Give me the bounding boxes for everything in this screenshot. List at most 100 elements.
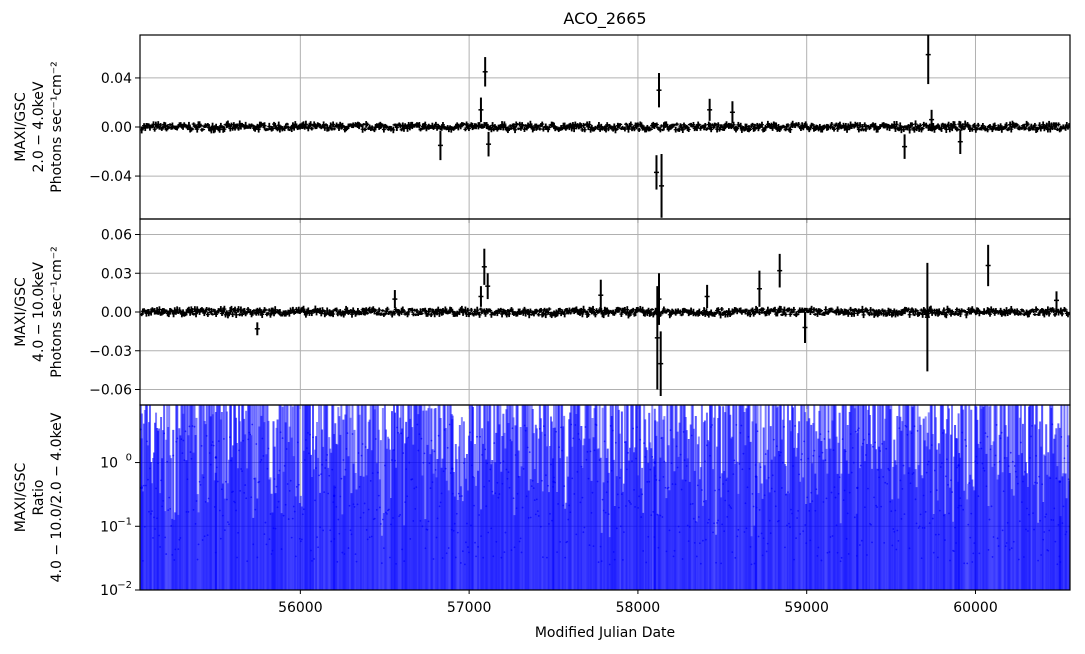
y-axis-label-line: Photons sec⁻¹cm⁻² [49, 246, 65, 378]
ratio-point [944, 539, 946, 541]
ratio-point [827, 430, 830, 433]
ratio-point [430, 439, 433, 442]
ratio-point [1008, 548, 1011, 551]
ratio-point [526, 446, 529, 449]
ratio-point [399, 513, 401, 516]
ratio-point [829, 536, 832, 538]
ratio-point [764, 453, 767, 455]
ratio-point [650, 514, 653, 517]
ratio-point [475, 555, 477, 558]
ratio-point [704, 460, 706, 463]
ratio-point [820, 559, 823, 562]
ratio-point [913, 425, 916, 428]
ratio-point [883, 541, 886, 544]
ratio-point [509, 439, 512, 442]
ratio-point [498, 493, 501, 495]
ratio-point [823, 438, 826, 440]
y-tick-label: 0.04 [101, 71, 132, 87]
ratio-point [142, 484, 145, 487]
y-tick-label: −0.06 [89, 383, 132, 399]
ratio-point [176, 437, 179, 440]
ratio-point [291, 517, 294, 520]
ratio-point [984, 432, 987, 435]
ratio-point [499, 462, 502, 464]
ratio-point [431, 481, 434, 484]
ratio-point [273, 478, 276, 480]
ratio-point [987, 548, 990, 551]
ratio-point [916, 429, 919, 432]
ratio-point [181, 452, 184, 455]
ratio-point [956, 466, 958, 469]
ratio-point [988, 518, 991, 521]
ratio-point [357, 452, 360, 454]
data-layer-bottom [140, 405, 1070, 590]
ratio-point [563, 485, 566, 488]
ratio-point [420, 437, 423, 440]
ratio-point [990, 505, 993, 508]
ratio-point [397, 431, 399, 434]
ratio-point [151, 510, 153, 513]
ratio-point [394, 459, 396, 462]
ratio-point [607, 513, 610, 516]
ratio-point [539, 525, 542, 528]
ratio-point [251, 423, 254, 426]
ratio-point [951, 491, 953, 493]
y-tick-label: 0.03 [101, 266, 132, 282]
ratio-point [326, 454, 329, 456]
ratio-point [617, 506, 620, 509]
ratio-point [651, 455, 654, 458]
ratio-point [529, 516, 532, 519]
ratio-point [712, 531, 714, 534]
ratio-point [484, 448, 487, 451]
ratio-point [752, 505, 755, 508]
ratio-point [427, 520, 430, 523]
ratio-point [578, 438, 581, 441]
ratio-point [212, 444, 215, 447]
ratio-point [874, 441, 876, 444]
ratio-point [150, 513, 152, 515]
ratio-point [455, 512, 458, 515]
ratio-point [386, 512, 388, 515]
ratio-point [794, 425, 796, 427]
y-tick-label: 0.00 [101, 120, 132, 136]
ratio-point [580, 465, 583, 468]
ratio-point [789, 526, 791, 528]
ratio-point [590, 511, 593, 514]
ratio-point [361, 443, 364, 445]
ratio-point [714, 489, 716, 492]
ratio-point [979, 441, 982, 444]
ratio-point [205, 435, 208, 437]
ratio-point [222, 438, 225, 440]
ratio-point [1009, 451, 1012, 454]
ratio-point [667, 486, 670, 489]
ratio-point [346, 432, 349, 434]
ratio-point [662, 475, 665, 478]
ratio-point [351, 433, 354, 435]
ratio-point [218, 509, 221, 512]
ratio-point [839, 560, 842, 563]
ratio-point [724, 499, 727, 502]
ratio-point [871, 541, 873, 544]
y-axis-label-line: 2.0 − 4.0keV [31, 81, 47, 172]
ratio-point [322, 529, 325, 532]
ratio-point [707, 521, 709, 524]
ratio-point [167, 509, 170, 512]
ratio-point [655, 479, 658, 481]
ratio-point [664, 486, 667, 489]
ratio-point [294, 555, 297, 558]
ratio-point [999, 437, 1002, 440]
ratio-point [875, 504, 877, 507]
ratio-point [527, 516, 530, 519]
ratio-point [1001, 529, 1004, 532]
ratio-point [285, 448, 288, 450]
ratio-point [348, 504, 351, 507]
ratio-point [801, 453, 804, 455]
ratio-point [1000, 431, 1003, 434]
ratio-point [915, 522, 918, 525]
ratio-point [447, 547, 450, 549]
ratio-point [676, 466, 679, 469]
ratio-point [374, 438, 377, 440]
ratio-point [340, 477, 343, 480]
